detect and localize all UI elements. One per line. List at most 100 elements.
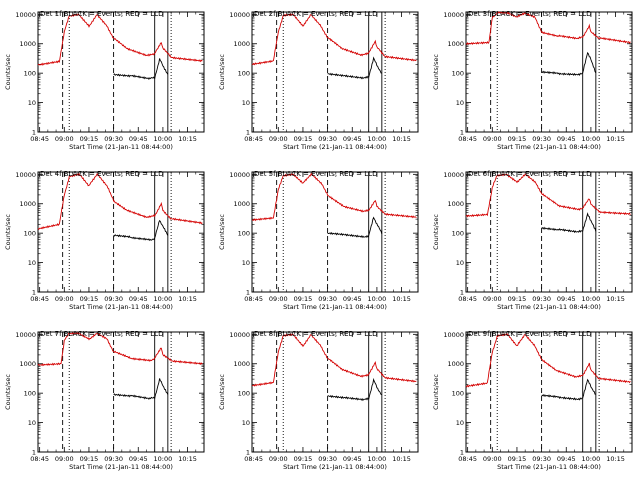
panel-det-2: 1 10 100 1000 10000 08:45 09:00 09:15 09:30 09:45… (218, 10, 419, 151)
y-tick-label: 1 (460, 129, 464, 137)
x-tick-label: 09:45 (129, 455, 148, 463)
x-axis-label: Start Time (21-Jan-11 08:44:00) (283, 303, 387, 311)
series-line-events (113, 58, 169, 81)
panel-det-4: 1 10 100 1000 10000 08:45 09:00 09:15 09:30 09:45… (4, 170, 205, 311)
x-tick-label: 09:15 (508, 295, 527, 303)
panel-title: Det 1f BLACK = Events, RED = LLD (40, 10, 163, 18)
x-tick-label: 10:15 (178, 135, 197, 143)
x-tick-label: 09:45 (557, 295, 576, 303)
plot-frame (37, 171, 205, 293)
series-line-events (327, 377, 382, 402)
y-tick-label: 1000 (19, 40, 36, 48)
series-line-lld (465, 173, 631, 218)
x-tick-label: 09:45 (343, 455, 362, 463)
y-tick-label: 10000 (15, 11, 36, 19)
y-tick-label: 10000 (443, 11, 464, 19)
panel-title: Det 8f BLACK = Events, RED = LLD (254, 330, 377, 338)
panel-det-8: 1 10 100 1000 10000 08:45 09:00 09:15 09:30 09:45… (218, 330, 419, 471)
y-tick-label: 100 (24, 70, 36, 78)
x-axis-label: Start Time (21-Jan-11 08:44:00) (283, 463, 387, 471)
x-tick-label: 10:00 (368, 135, 387, 143)
y-tick-label: 10 (28, 99, 36, 107)
panel-det-6: 1 10 100 1000 10000 08:45 09:00 09:15 09:30 09:45… (432, 170, 633, 311)
y-tick-label: 1 (246, 289, 250, 297)
x-tick-label: 10:00 (582, 135, 601, 143)
series-line-lld (251, 13, 417, 66)
series-line-lld (465, 11, 631, 46)
x-tick-label: 09:15 (508, 135, 527, 143)
y-tick-label: 10 (242, 259, 250, 267)
x-tick-label: 10:15 (606, 295, 625, 303)
series-line-events (541, 378, 596, 401)
x-tick-label: 09:30 (318, 295, 337, 303)
y-tick-label: 1 (32, 289, 36, 297)
y-tick-label: 10 (28, 419, 36, 427)
x-axis-label: Start Time (21-Jan-11 08:44:00) (497, 143, 601, 151)
x-tick-label: 09:30 (104, 135, 123, 143)
panel-title: Det 7f BLACK = Events, RED = LLD (40, 330, 163, 338)
series-line-events (541, 51, 597, 76)
y-tick-label: 10 (456, 259, 464, 267)
y-tick-label: 10000 (15, 171, 36, 179)
x-tick-label: 09:00 (483, 455, 502, 463)
x-tick-label: 08:45 (458, 295, 477, 303)
y-tick-label: 100 (238, 230, 250, 238)
panel-det-3: 1 10 100 1000 10000 08:45 09:00 09:15 09:30 09:45… (432, 10, 633, 151)
y-tick-label: 10000 (229, 11, 250, 19)
x-tick-label: 09:00 (269, 295, 288, 303)
x-tick-label: 09:00 (55, 455, 74, 463)
x-axis-label: Start Time (21-Jan-11 08:44:00) (283, 143, 387, 151)
x-tick-label: 08:45 (458, 455, 477, 463)
x-tick-label: 09:45 (129, 295, 148, 303)
y-axis-label: Counts/sec (432, 374, 440, 410)
x-tick-label: 09:15 (508, 455, 527, 463)
panel-title: Det 6f BLACK = Events, RED = LLD (468, 170, 591, 178)
y-tick-label: 10 (456, 99, 464, 107)
x-tick-label: 09:00 (55, 295, 74, 303)
series-line-events (113, 219, 169, 242)
series-line-lld (251, 333, 417, 387)
y-tick-label: 1000 (447, 360, 464, 368)
panel-det-5: 1 10 100 1000 10000 08:45 09:00 09:15 09:30 09:45… (218, 170, 419, 311)
panel-title: Det 2f BLACK = Events, RED = LLD (254, 10, 377, 18)
series-line-events (327, 216, 383, 239)
y-tick-label: 100 (452, 70, 464, 78)
y-axis-label: Counts/sec (218, 214, 226, 250)
y-tick-label: 10000 (229, 331, 250, 339)
x-tick-label: 08:45 (30, 455, 49, 463)
x-tick-label: 10:15 (606, 455, 625, 463)
y-tick-label: 10000 (443, 171, 464, 179)
x-tick-label: 08:45 (244, 135, 263, 143)
x-tick-label: 09:30 (104, 455, 123, 463)
panel-title: Det 9f BLACK = Events, RED = LLD (468, 330, 591, 338)
y-tick-label: 1000 (447, 40, 464, 48)
x-tick-label: 10:15 (178, 295, 197, 303)
x-tick-label: 09:15 (294, 295, 313, 303)
x-tick-label: 10:15 (392, 295, 411, 303)
x-tick-label: 08:45 (458, 135, 477, 143)
x-tick-label: 10:00 (154, 455, 173, 463)
x-tick-label: 09:30 (532, 455, 551, 463)
x-tick-label: 10:00 (154, 135, 173, 143)
x-axis-label: Start Time (21-Jan-11 08:44:00) (497, 463, 601, 471)
x-tick-label: 09:15 (294, 455, 313, 463)
plot-frame (251, 11, 419, 133)
x-tick-label: 08:45 (30, 135, 49, 143)
plot-frame (251, 171, 419, 293)
x-tick-label: 08:45 (30, 295, 49, 303)
x-axis-label: Start Time (21-Jan-11 08:44:00) (69, 143, 173, 151)
panel-det-1: 1 10 100 1000 10000 08:45 09:00 09:15 09:30 09:45… (4, 10, 205, 151)
plot-frame (37, 331, 205, 453)
x-tick-label: 08:45 (244, 295, 263, 303)
y-tick-label: 10 (456, 419, 464, 427)
x-tick-label: 09:15 (80, 295, 99, 303)
x-tick-label: 09:30 (104, 295, 123, 303)
plot-frame (465, 331, 633, 453)
y-tick-label: 100 (238, 70, 250, 78)
x-tick-label: 10:00 (368, 295, 387, 303)
x-tick-label: 09:15 (80, 135, 99, 143)
x-tick-label: 09:45 (557, 455, 576, 463)
plot-frame (465, 171, 633, 293)
y-axis-label: Counts/sec (218, 54, 226, 90)
